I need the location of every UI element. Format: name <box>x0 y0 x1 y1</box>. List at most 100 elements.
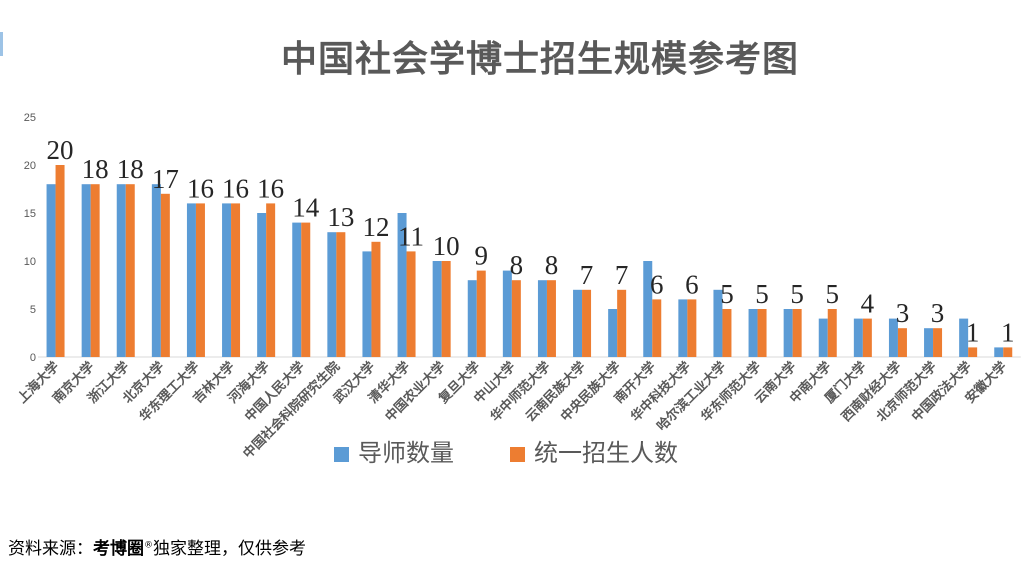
data-label: 3 <box>931 298 945 328</box>
bar-chart: 051015202520上海大学18南京大学18浙江大学17北京大学16华东理工… <box>14 112 1021 467</box>
y-tick-label: 0 <box>30 352 36 364</box>
bar-enrollment <box>90 184 100 357</box>
bar-advisors <box>959 318 969 357</box>
bar-enrollment <box>546 280 556 357</box>
data-label: 9 <box>475 241 489 271</box>
data-label: 20 <box>47 135 74 165</box>
y-tick-label: 20 <box>24 160 36 172</box>
bar-enrollment <box>406 251 416 357</box>
bar-enrollment <box>582 289 592 357</box>
bar-enrollment <box>476 270 486 357</box>
x-tick-label: 中国政法大学 <box>908 359 974 425</box>
bar-advisors <box>292 222 302 357</box>
bar-enrollment <box>968 347 978 357</box>
data-label: 5 <box>826 279 840 309</box>
bar-advisors <box>643 261 653 357</box>
bar-advisors <box>783 309 793 357</box>
data-label: 6 <box>650 269 664 299</box>
bar-advisors <box>186 203 196 357</box>
bar-enrollment <box>757 309 767 357</box>
bar-advisors <box>432 261 442 357</box>
data-label: 5 <box>755 279 769 309</box>
bar-enrollment <box>1003 347 1013 357</box>
source-brand: 考博圈 <box>93 539 144 559</box>
bar-advisors <box>467 280 477 357</box>
data-label: 16 <box>187 173 214 203</box>
y-tick-label: 5 <box>30 304 36 316</box>
bar-advisors <box>888 318 898 357</box>
data-label: 6 <box>685 269 699 299</box>
bar-advisors <box>573 289 583 357</box>
x-tick-label: 华东师范大学 <box>698 359 764 425</box>
x-tick-label: 中国人民大学 <box>242 359 308 425</box>
bar-advisors <box>257 213 267 357</box>
source-suffix: 独家整理，仅供参考 <box>153 539 306 559</box>
y-tick-label: 10 <box>24 256 36 268</box>
bar-advisors <box>397 213 407 357</box>
bar-advisors <box>608 309 618 357</box>
data-label: 14 <box>292 193 320 223</box>
data-label: 7 <box>580 260 594 290</box>
data-label: 13 <box>327 202 354 232</box>
data-label: 17 <box>152 164 179 194</box>
x-tick-label: 华东理工大学 <box>136 359 202 425</box>
data-label: 16 <box>222 173 249 203</box>
data-label: 8 <box>510 250 524 280</box>
bar-enrollment <box>231 203 241 357</box>
data-label: 18 <box>82 154 109 184</box>
legend-swatch <box>334 447 349 462</box>
bar-advisors <box>327 232 337 357</box>
x-tick-label: 云南民族大学 <box>522 359 588 425</box>
bar-advisors <box>222 203 232 357</box>
bar-advisors <box>81 184 91 357</box>
bar-enrollment <box>862 318 872 357</box>
source-trademark: ® <box>144 540 153 551</box>
data-label: 11 <box>398 221 424 251</box>
edge-accent <box>0 32 3 56</box>
bar-enrollment <box>617 289 627 357</box>
bar-enrollment <box>125 184 135 357</box>
x-tick-label: 中央民族大学 <box>557 359 623 425</box>
bar-advisors <box>502 270 512 357</box>
bar-advisors <box>853 318 863 357</box>
data-label: 5 <box>720 279 734 309</box>
source-note: 资料来源：考博圈®独家整理，仅供参考 <box>8 534 306 559</box>
bar-enrollment <box>687 299 697 357</box>
bar-enrollment <box>371 241 381 357</box>
bar-enrollment <box>441 261 451 357</box>
data-label: 18 <box>117 154 144 184</box>
x-tick-label: 中国农业大学 <box>382 359 448 425</box>
chart-title: 中国社会学博士招生规模参考图 <box>280 39 799 80</box>
bar-enrollment <box>933 328 943 357</box>
bar-advisors <box>748 309 758 357</box>
data-label: 5 <box>790 279 804 309</box>
data-label: 8 <box>545 250 559 280</box>
bar-enrollment <box>336 232 346 357</box>
bar-advisors <box>151 184 161 357</box>
bar-advisors <box>818 318 828 357</box>
data-label: 7 <box>615 260 629 290</box>
x-tick-label: 华中科技大学 <box>628 359 694 425</box>
bar-advisors <box>537 280 547 357</box>
bar-advisors <box>994 347 1004 357</box>
data-label: 1 <box>966 317 980 347</box>
data-label: 3 <box>896 298 910 328</box>
bar-enrollment <box>160 193 170 357</box>
bar-enrollment <box>652 299 662 357</box>
bar-advisors <box>713 289 723 357</box>
bar-enrollment <box>511 280 521 357</box>
bar-enrollment <box>195 203 205 357</box>
bar-advisors <box>46 184 56 357</box>
x-tick-label: 华中师范大学 <box>487 359 553 425</box>
data-label: 16 <box>257 173 284 203</box>
bar-enrollment <box>55 165 65 357</box>
bar-enrollment <box>301 222 311 357</box>
legend-label: 导师数量 <box>358 439 454 467</box>
source-prefix: 资料来源： <box>8 539 93 559</box>
x-tick-label: 北京师范大学 <box>873 359 939 425</box>
bar-enrollment <box>792 309 802 357</box>
data-label: 1 <box>1001 317 1015 347</box>
bar-enrollment <box>266 203 276 357</box>
data-label: 12 <box>362 212 389 242</box>
bar-enrollment <box>827 309 837 357</box>
